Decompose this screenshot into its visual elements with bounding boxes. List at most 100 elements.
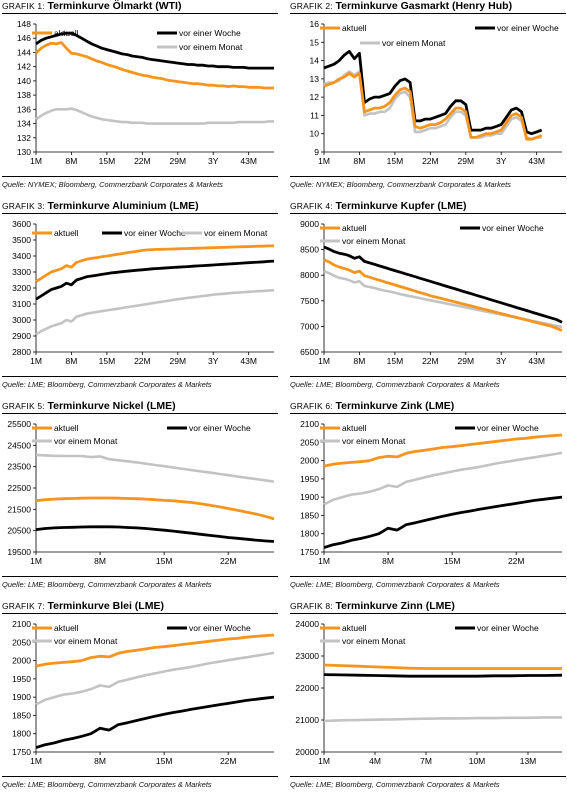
y-tick-label: 11 xyxy=(310,110,319,120)
series-line-monat xyxy=(323,716,562,723)
y-tick-label: 15 xyxy=(310,37,320,47)
y-tick-label: 1950 xyxy=(12,674,31,684)
y-tick-label: 1800 xyxy=(12,729,31,739)
legend-label-monat: vor einem Monat xyxy=(342,436,406,446)
legend-label-woche: vor einer Woche xyxy=(124,228,186,238)
series-line-monat xyxy=(35,651,275,706)
y-tick-label: 144 xyxy=(17,47,31,57)
chart-title-text: Terminkurve Kupfer (LME) xyxy=(335,200,467,212)
chart-panel-zinc: GRAFIK 6: Terminkurve Zink (LME) Quelle: … xyxy=(290,400,566,593)
y-tick-label: 1900 xyxy=(300,492,319,502)
y-tick-label: 130 xyxy=(17,147,31,157)
source-rule xyxy=(2,376,278,377)
x-tick-label: 1M xyxy=(30,756,42,766)
x-tick-label: 3Y xyxy=(496,156,507,166)
x-tick-label: 15M xyxy=(99,156,116,166)
series-line-woche xyxy=(323,673,563,678)
series-line-monat xyxy=(35,288,275,336)
y-tick-label: 6500 xyxy=(300,347,319,357)
series-line-woche xyxy=(35,525,275,543)
source-note: Quelle: LME; Bloomberg, Commerzbank Corp… xyxy=(290,380,500,389)
legend-label-aktuell: aktuell xyxy=(342,23,367,33)
y-tick-label: 138 xyxy=(17,90,31,100)
x-tick-label: 8M xyxy=(66,156,78,166)
x-tick-label: 22M xyxy=(508,556,525,566)
x-tick-label: 29M xyxy=(458,356,475,366)
chart-svg: 1750 1800 1850 1900 1950 2000 2050 2100 1M 8M 15M 2… xyxy=(12,619,275,766)
chart-svg: 2800 2900 3000 3100 3200 3300 3400 3500 3600 1M 8M… xyxy=(12,219,275,366)
y-tick-label: 132 xyxy=(17,133,31,143)
legend-label-woche: vor einer Woche xyxy=(189,423,251,433)
y-tick-label: 1850 xyxy=(12,710,31,720)
series-line-monat xyxy=(323,451,563,506)
y-tick-label: 10 xyxy=(310,129,320,139)
series-line-aktuell xyxy=(323,72,543,141)
x-tick-label: 22M xyxy=(220,556,237,566)
y-tick-label: 2000 xyxy=(300,456,319,466)
y-tick-label: 3200 xyxy=(12,283,31,293)
title-rule xyxy=(2,13,278,14)
y-tick-label: 3300 xyxy=(12,267,31,277)
x-tick-label: 8M xyxy=(94,756,106,766)
title-rule xyxy=(290,213,566,214)
legend-label-aktuell: aktuell xyxy=(54,228,79,238)
y-tick-label: 1750 xyxy=(300,547,319,557)
x-tick-label: 1M xyxy=(30,356,42,366)
chart-panel-gas: GRAFIK 2: Terminkurve Gasmarkt (Henry Hu… xyxy=(290,0,566,193)
x-tick-label: 15M xyxy=(156,556,173,566)
chart-panel-tin: GRAFIK 8: Terminkurve Zinn (LME) Quelle: … xyxy=(290,600,566,793)
legend-label-monat: vor einem Monat xyxy=(179,42,243,52)
y-tick-label: 8500 xyxy=(300,245,319,255)
x-tick-label: 1M xyxy=(318,556,330,566)
chart-number: GRAFIK 8: xyxy=(290,601,336,611)
y-tick-label: 22500 xyxy=(7,483,31,493)
x-tick-label: 8M xyxy=(354,356,366,366)
chart-title-text: Terminkurve Aluminium (LME) xyxy=(47,200,199,212)
legend-label-monat: vor einem Monat xyxy=(382,38,446,48)
x-tick-label: 1M xyxy=(30,556,42,566)
x-tick-label: 29M xyxy=(458,156,475,166)
chart-panel-copper: GRAFIK 4: Terminkurve Kupfer (LME) Quelle… xyxy=(290,200,566,393)
y-tick-label: 8000 xyxy=(300,270,319,280)
chart-panel-aluminium: GRAFIK 3: Terminkurve Aluminium (LME) Que… xyxy=(2,200,278,393)
source-rule xyxy=(290,376,566,377)
x-tick-label: 8M xyxy=(382,556,394,566)
legend-label-woche: vor einer Woche xyxy=(179,28,241,38)
y-tick-label: 20000 xyxy=(295,747,319,757)
chart-title: GRAFIK 1: Terminkurve Ölmarkt (WTI) xyxy=(2,0,181,12)
y-tick-label: 2100 xyxy=(300,419,319,429)
series-line-woche xyxy=(35,695,275,749)
y-tick-label: 148 xyxy=(17,19,31,29)
title-rule xyxy=(290,13,566,14)
x-tick-label: 43M xyxy=(240,156,257,166)
series-line-woche xyxy=(323,50,543,136)
source-rule xyxy=(2,576,278,577)
x-tick-label: 22M xyxy=(422,356,439,366)
x-tick-label: 8M xyxy=(354,156,366,166)
y-tick-label: 20500 xyxy=(7,526,31,536)
source-note: Quelle: LME; Bloomberg, Commerzbank Corp… xyxy=(290,780,500,789)
y-tick-label: 23500 xyxy=(7,462,31,472)
chart-panel-oil: GRAFIK 1: Terminkurve Ölmarkt (WTI) Quell… xyxy=(2,0,278,193)
chart-number: GRAFIK 7: xyxy=(2,601,48,611)
legend-label-woche: vor einer Woche xyxy=(497,23,559,33)
x-tick-label: 29M xyxy=(170,156,187,166)
chart-title: GRAFIK 8: Terminkurve Zinn (LME) xyxy=(290,600,455,612)
y-tick-label: 2900 xyxy=(12,331,31,341)
legend-label-aktuell: aktuell xyxy=(54,623,79,633)
y-tick-label: 134 xyxy=(17,119,31,129)
x-tick-label: 1M xyxy=(318,156,330,166)
chart-svg: 1750 1800 1850 1900 1950 2000 2050 2100 1M 8M 15M 2… xyxy=(300,419,563,566)
legend-label-woche: vor einer Woche xyxy=(189,623,251,633)
x-tick-label: 22M xyxy=(220,756,237,766)
y-tick-label: 13 xyxy=(310,74,320,84)
y-tick-label: 146 xyxy=(17,33,31,43)
x-tick-label: 3Y xyxy=(208,356,219,366)
title-rule xyxy=(290,613,566,614)
y-tick-label: 12 xyxy=(310,92,320,102)
y-tick-label: 16 xyxy=(310,19,320,29)
y-tick-label: 3600 xyxy=(12,219,31,229)
y-tick-label: 3400 xyxy=(12,251,31,261)
y-tick-label: 1850 xyxy=(300,510,319,520)
series-line-aktuell xyxy=(323,258,563,332)
